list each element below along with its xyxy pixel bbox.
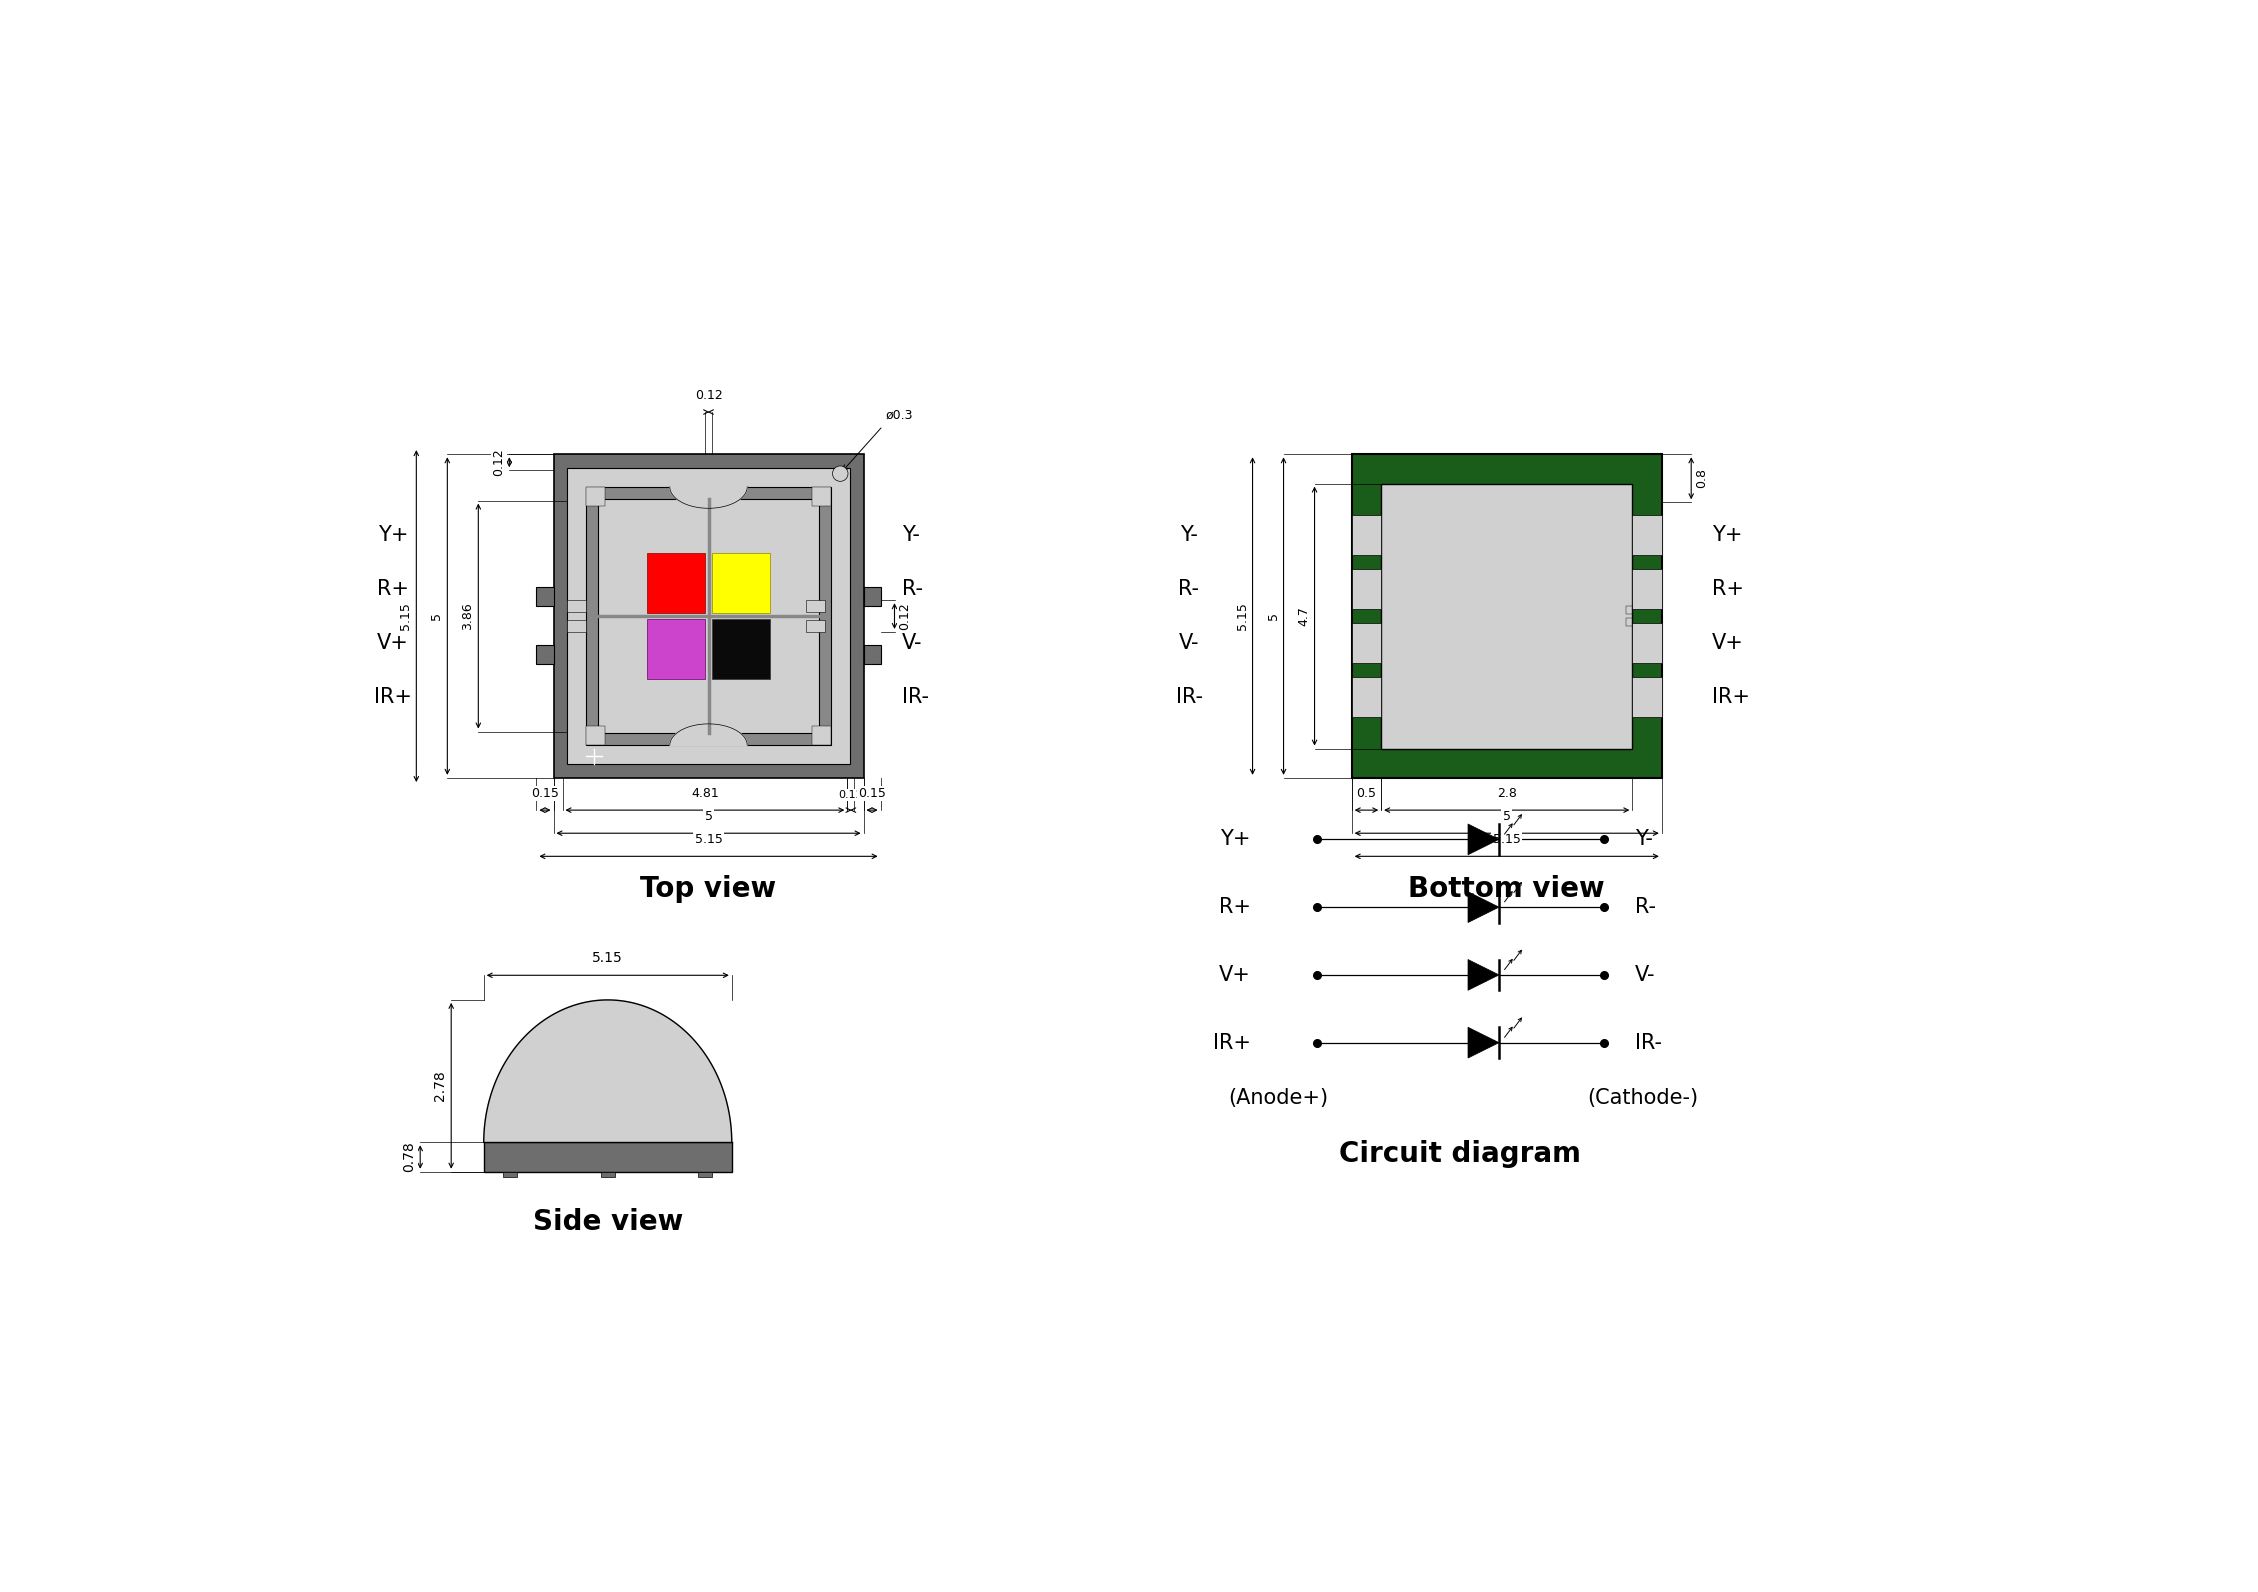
Bar — [648, 619, 704, 680]
Polygon shape — [1468, 960, 1499, 990]
Bar — [711, 552, 770, 613]
Bar — [1633, 622, 1662, 662]
Bar — [567, 600, 587, 613]
Text: V+: V+ — [377, 634, 409, 653]
Text: IR+: IR+ — [375, 686, 411, 707]
Text: R-: R- — [1179, 579, 1199, 599]
Text: V-: V- — [1635, 965, 1655, 985]
Text: (Anode+): (Anode+) — [1228, 1087, 1328, 1108]
Bar — [537, 587, 553, 607]
Text: 0.5: 0.5 — [1357, 786, 1377, 801]
Text: V+: V+ — [1712, 634, 1743, 653]
Text: Side view: Side view — [533, 1208, 682, 1235]
Text: 0.12: 0.12 — [838, 790, 863, 801]
Bar — [587, 487, 605, 506]
Text: Y-: Y- — [1635, 829, 1653, 850]
Text: 0.12: 0.12 — [899, 602, 912, 630]
Text: IR-: IR- — [1635, 1033, 1662, 1052]
Text: R+: R+ — [1219, 898, 1251, 917]
Text: 0.78: 0.78 — [402, 1141, 415, 1172]
Bar — [698, 1172, 711, 1176]
Bar — [811, 726, 831, 745]
Text: Y+: Y+ — [377, 525, 409, 544]
Polygon shape — [1468, 892, 1499, 922]
Text: 5.15: 5.15 — [592, 952, 623, 965]
Text: 0.15: 0.15 — [531, 786, 560, 801]
Bar — [567, 619, 587, 632]
Bar — [598, 498, 820, 734]
Text: 0.15: 0.15 — [858, 786, 885, 801]
Bar — [483, 1143, 732, 1172]
Text: 5.15: 5.15 — [695, 833, 723, 847]
Text: V-: V- — [903, 634, 924, 653]
Bar — [1633, 516, 1662, 556]
Text: Bottom view: Bottom view — [1409, 876, 1605, 903]
Bar — [567, 468, 849, 764]
Bar — [553, 454, 863, 778]
Text: R+: R+ — [1712, 579, 1743, 599]
Bar — [1626, 607, 1633, 615]
Bar — [537, 645, 553, 664]
Bar — [587, 726, 605, 745]
Text: 2.8: 2.8 — [1497, 786, 1517, 801]
Text: ø0.3: ø0.3 — [885, 408, 912, 422]
Polygon shape — [671, 487, 747, 508]
Bar — [1353, 677, 1382, 716]
Bar — [1353, 622, 1382, 662]
Text: Circuit diagram: Circuit diagram — [1339, 1140, 1581, 1167]
Bar — [863, 645, 881, 664]
Text: IR-: IR- — [1176, 686, 1204, 707]
Text: Y-: Y- — [903, 525, 919, 544]
Text: Y-: Y- — [1181, 525, 1199, 544]
Text: Top view: Top view — [641, 876, 777, 903]
Text: IR+: IR+ — [1712, 686, 1750, 707]
Text: 0.8: 0.8 — [1696, 468, 1707, 489]
Text: R-: R- — [1635, 898, 1655, 917]
Polygon shape — [671, 724, 747, 745]
Text: 5: 5 — [431, 611, 443, 619]
Text: 5.15: 5.15 — [1235, 602, 1249, 630]
Text: 0.12: 0.12 — [492, 449, 506, 476]
Text: 5: 5 — [1504, 810, 1511, 823]
Bar — [587, 487, 831, 745]
Bar — [863, 587, 881, 607]
Text: Y+: Y+ — [1712, 525, 1743, 544]
Bar — [1353, 568, 1382, 610]
Bar — [711, 619, 770, 680]
Text: 5: 5 — [704, 810, 714, 823]
Bar — [806, 600, 824, 613]
Text: Y+: Y+ — [1222, 829, 1251, 850]
Bar — [806, 619, 824, 632]
Text: 0.12: 0.12 — [695, 388, 723, 403]
Text: V+: V+ — [1219, 965, 1251, 985]
Text: 4.81: 4.81 — [691, 786, 718, 801]
Bar — [648, 552, 704, 613]
Text: IR-: IR- — [903, 686, 930, 707]
Text: IR+: IR+ — [1213, 1033, 1251, 1052]
Bar — [1633, 568, 1662, 610]
Bar — [1382, 484, 1633, 748]
Bar — [1633, 677, 1662, 716]
Text: 3.86: 3.86 — [461, 602, 474, 630]
Bar — [504, 1172, 517, 1176]
Text: 5: 5 — [1267, 611, 1280, 619]
Bar — [601, 1172, 614, 1176]
Bar — [1353, 516, 1382, 556]
Text: R-: R- — [903, 579, 924, 599]
Text: 4.7: 4.7 — [1298, 607, 1310, 626]
Text: 5.15: 5.15 — [400, 602, 413, 630]
Text: 2.78: 2.78 — [434, 1070, 447, 1102]
Circle shape — [833, 466, 849, 481]
Polygon shape — [1468, 1027, 1499, 1059]
Bar — [1353, 454, 1662, 778]
Text: V-: V- — [1179, 634, 1199, 653]
Text: R+: R+ — [377, 579, 409, 599]
Bar — [1626, 618, 1633, 626]
Text: 5.15: 5.15 — [1493, 833, 1520, 847]
Bar — [811, 487, 831, 506]
Polygon shape — [483, 1000, 732, 1143]
Text: (Cathode-): (Cathode-) — [1587, 1087, 1698, 1108]
Polygon shape — [1468, 825, 1499, 855]
